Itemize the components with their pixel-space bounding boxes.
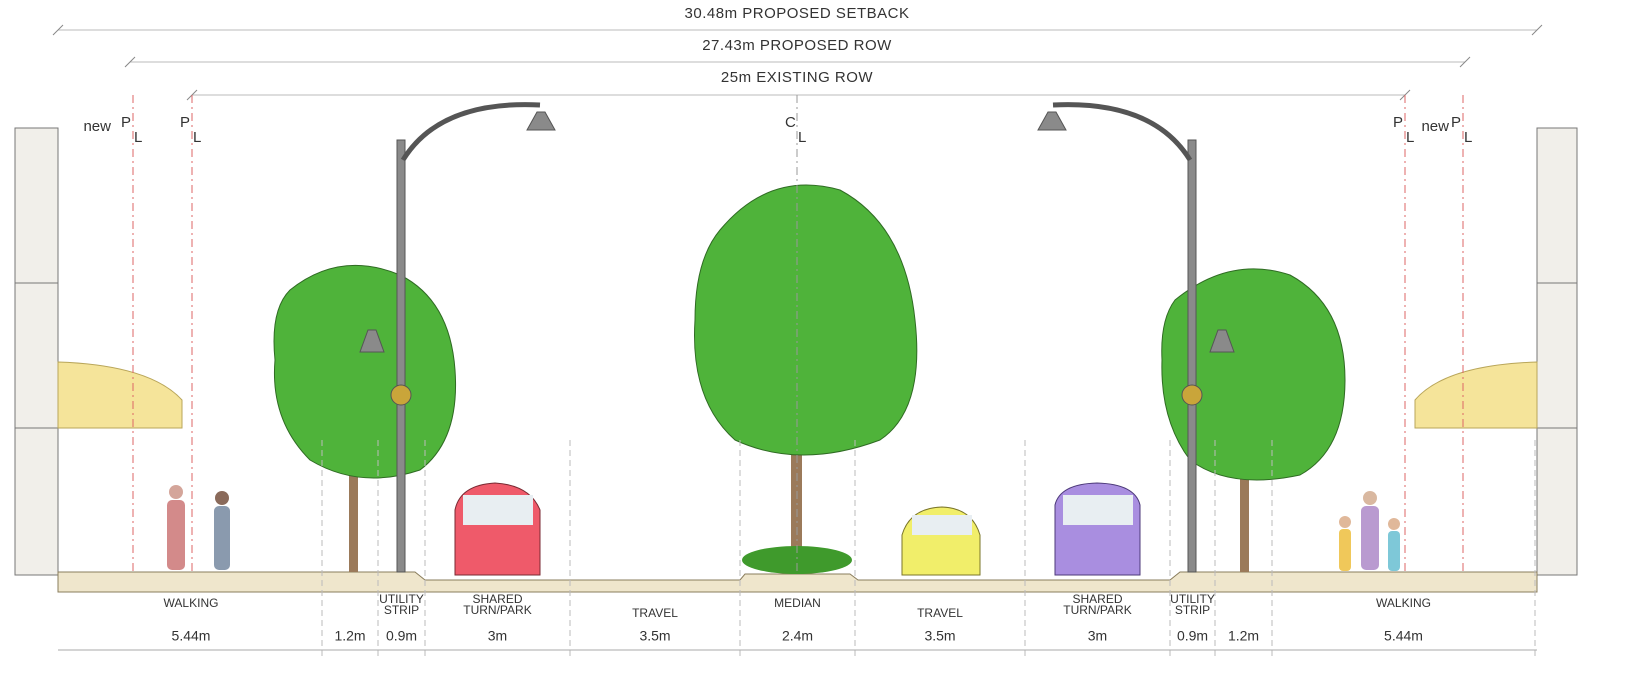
zone-width: 0.9m (386, 628, 417, 644)
car-red (455, 483, 540, 575)
zone-width: 3.5m (639, 628, 670, 644)
reference-letter: C (785, 114, 796, 131)
reference-sub: L (798, 129, 806, 146)
reference-prefix: new (83, 118, 111, 135)
zone-label: TRAVEL (632, 606, 678, 620)
reference-letter: P (180, 114, 190, 131)
tree-median (695, 185, 917, 574)
zone-label: TRAVEL (917, 606, 963, 620)
reference-letter: P (1393, 114, 1403, 131)
zone-label: MEDIAN (774, 596, 821, 610)
zone-width: 3m (1088, 628, 1107, 644)
zone-label: STRIP (384, 603, 419, 617)
zone-width: 3m (488, 628, 507, 644)
car-purple (1055, 483, 1140, 575)
reference-sub: L (134, 129, 142, 146)
dimension-label: 30.48m PROPOSED SETBACK (685, 5, 910, 22)
dimension-label: 25m EXISTING ROW (721, 69, 874, 86)
reference-sub: L (1406, 129, 1414, 146)
zone-width: 1.2m (334, 628, 365, 644)
zone-width: 2.4m (782, 628, 813, 644)
reference-letter: P (121, 114, 131, 131)
zone-label: WALKING (164, 596, 219, 610)
dimension-label: 27.43m PROPOSED ROW (702, 37, 892, 54)
zone-width: 5.44m (1384, 628, 1423, 644)
reference-sub: L (193, 129, 201, 146)
zone-label: WALKING (1376, 596, 1431, 610)
reference-prefix: new (1421, 118, 1449, 135)
zone-width: 3.5m (924, 628, 955, 644)
ground (58, 572, 1537, 592)
reference-letter: P (1451, 114, 1461, 131)
zone-width: 5.44m (172, 628, 211, 644)
building-left (15, 128, 182, 575)
page: 30.48m PROPOSED SETBACK 27.43m PROPOSED R… (0, 0, 1631, 699)
reference-sub: L (1464, 129, 1472, 146)
tree-left (274, 265, 456, 572)
zone-label: TURN/PARK (1063, 603, 1131, 617)
pedestrians-left (167, 485, 230, 570)
zone-label: TURN/PARK (463, 603, 531, 617)
building-right (1415, 128, 1577, 575)
street-section: 30.48m PROPOSED SETBACK 27.43m PROPOSED R… (0, 0, 1631, 699)
zone-width: 1.2m (1228, 628, 1259, 644)
zone-label: STRIP (1175, 603, 1210, 617)
car-yellow (902, 507, 980, 575)
pedestrians-right (1339, 491, 1400, 571)
zone-width: 0.9m (1177, 628, 1208, 644)
